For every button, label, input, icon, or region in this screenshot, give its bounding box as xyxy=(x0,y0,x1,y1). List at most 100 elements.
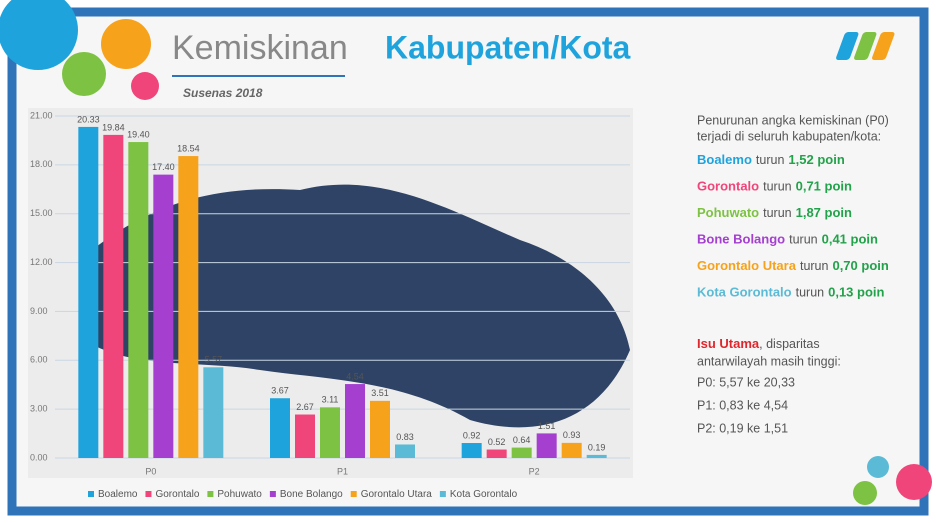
value-label: 3.51 xyxy=(371,388,389,398)
deco-circle xyxy=(853,481,877,505)
bar xyxy=(320,407,340,458)
panel-item: Kota Gorontalo turun 0,13 poin xyxy=(697,285,885,300)
fact: P2: 0,19 ke 1,51 xyxy=(697,421,788,435)
y-tick-label: 6.00 xyxy=(30,355,48,365)
bar xyxy=(270,398,290,458)
title-bold: Kabupaten/Kota xyxy=(385,29,631,65)
bar xyxy=(370,400,390,458)
item-text: turun xyxy=(763,180,792,194)
legend-label: Boalemo xyxy=(98,489,138,500)
bar xyxy=(486,449,507,458)
subtitle: Susenas 2018 xyxy=(183,86,263,100)
text-panel: Penurunan angka kemiskinan (P0) terjadi d… xyxy=(697,113,889,435)
bar xyxy=(153,174,174,458)
bar xyxy=(586,454,607,458)
deco-circle xyxy=(62,52,106,96)
value-label: 17.40 xyxy=(152,162,175,172)
legend-label: Gorontalo Utara xyxy=(361,489,433,500)
bar xyxy=(103,134,124,459)
value-label: 0.19 xyxy=(588,442,606,452)
value-label: 0.92 xyxy=(463,430,481,440)
value-label: 18.54 xyxy=(177,143,200,153)
legend-label: Kota Gorontalo xyxy=(450,489,518,500)
item-name: Pohuwato xyxy=(697,205,759,220)
item-amount: 0,41 poin xyxy=(822,232,878,247)
legend-swatch xyxy=(269,491,276,497)
issue-title: Isu Utama xyxy=(697,336,760,351)
item-text: turun xyxy=(789,233,818,247)
issue-text: , disparitas xyxy=(759,337,819,351)
bar xyxy=(295,414,315,458)
bar xyxy=(561,442,582,458)
x-tick-label: P0 xyxy=(145,466,156,476)
y-tick-label: 9.00 xyxy=(30,306,48,316)
panel-item: Bone Bolango turun 0,41 poin xyxy=(697,232,878,247)
item-text: turun xyxy=(800,259,829,273)
y-tick-label: 3.00 xyxy=(30,404,48,414)
y-tick-label: 18.00 xyxy=(30,159,53,169)
item-name: Gorontalo Utara xyxy=(697,258,797,273)
legend-label: Gorontalo xyxy=(155,489,199,500)
item-amount: 1,52 poin xyxy=(788,152,844,167)
x-tick-label: P1 xyxy=(337,466,348,476)
bar xyxy=(178,156,199,458)
legend-label: Bone Bolango xyxy=(280,489,343,500)
y-tick-label: 0.00 xyxy=(30,452,48,462)
intro-line: terjadi di seluruh kabupaten/kota: xyxy=(697,129,881,143)
bar xyxy=(78,126,99,458)
bar xyxy=(461,443,482,458)
map-shape xyxy=(80,184,630,428)
legend-label: Pohuwato xyxy=(217,489,262,500)
title-light: Kemiskinan xyxy=(172,29,348,67)
deco-circle xyxy=(0,0,78,70)
value-label: 4.54 xyxy=(346,371,364,381)
item-text: turun xyxy=(796,286,825,300)
legend-swatch xyxy=(88,491,94,497)
bar xyxy=(536,433,557,458)
item-name: Bone Bolango xyxy=(697,232,785,247)
bar xyxy=(203,367,224,458)
panel-item: Boalemo turun 1,52 poin xyxy=(697,152,845,167)
item-name: Kota Gorontalo xyxy=(697,285,792,300)
item-amount: 0,70 poin xyxy=(832,258,888,273)
value-label: 0.93 xyxy=(563,430,581,440)
value-label: 2.67 xyxy=(296,402,314,412)
fact: P0: 5,57 ke 20,33 xyxy=(697,375,795,389)
item-name: Boalemo xyxy=(697,152,752,167)
issue-line: Isu Utama, disparitas xyxy=(697,336,820,351)
value-label: 0.64 xyxy=(513,435,531,445)
logo xyxy=(836,32,895,60)
fact: P1: 0,83 ke 4,54 xyxy=(697,398,788,412)
x-tick-label: P2 xyxy=(529,466,540,476)
legend-swatch xyxy=(439,491,446,497)
y-tick-label: 15.00 xyxy=(30,208,53,218)
item-amount: 0,71 poin xyxy=(796,179,852,194)
bar xyxy=(345,384,365,458)
value-label: 0.52 xyxy=(488,437,506,447)
y-tick-label: 21.00 xyxy=(30,110,53,120)
legend-swatch xyxy=(145,491,152,497)
item-text: turun xyxy=(763,206,792,220)
value-label: 5.57 xyxy=(205,355,223,365)
deco-circle xyxy=(896,464,932,500)
value-label: 20.33 xyxy=(77,114,100,124)
deco-circle xyxy=(867,456,889,478)
value-label: 19.84 xyxy=(102,122,125,132)
value-label: 1.51 xyxy=(538,421,556,431)
value-label: 19.40 xyxy=(127,129,150,139)
bar xyxy=(128,142,149,459)
bar xyxy=(395,444,415,458)
deco-circle xyxy=(131,72,159,100)
item-amount: 1,87 poin xyxy=(796,205,852,220)
value-label: 3.11 xyxy=(322,395,339,405)
intro-line: Penurunan angka kemiskinan (P0) xyxy=(697,113,889,127)
y-tick-label: 12.00 xyxy=(30,257,53,267)
item-name: Gorontalo xyxy=(697,179,759,194)
panel-item: Gorontalo Utara turun 0,70 poin xyxy=(697,258,889,273)
value-label: 3.67 xyxy=(271,386,289,396)
chart: 0.00 3.00 6.00 9.00 12.00 15.00 18.00 21.00 P0 20… xyxy=(30,110,630,500)
panel-item: Gorontalo turun 0,71 poin xyxy=(697,179,852,194)
item-amount: 0,13 poin xyxy=(828,285,884,300)
issue-line2: antarwilayah masih tinggi: xyxy=(697,354,841,368)
